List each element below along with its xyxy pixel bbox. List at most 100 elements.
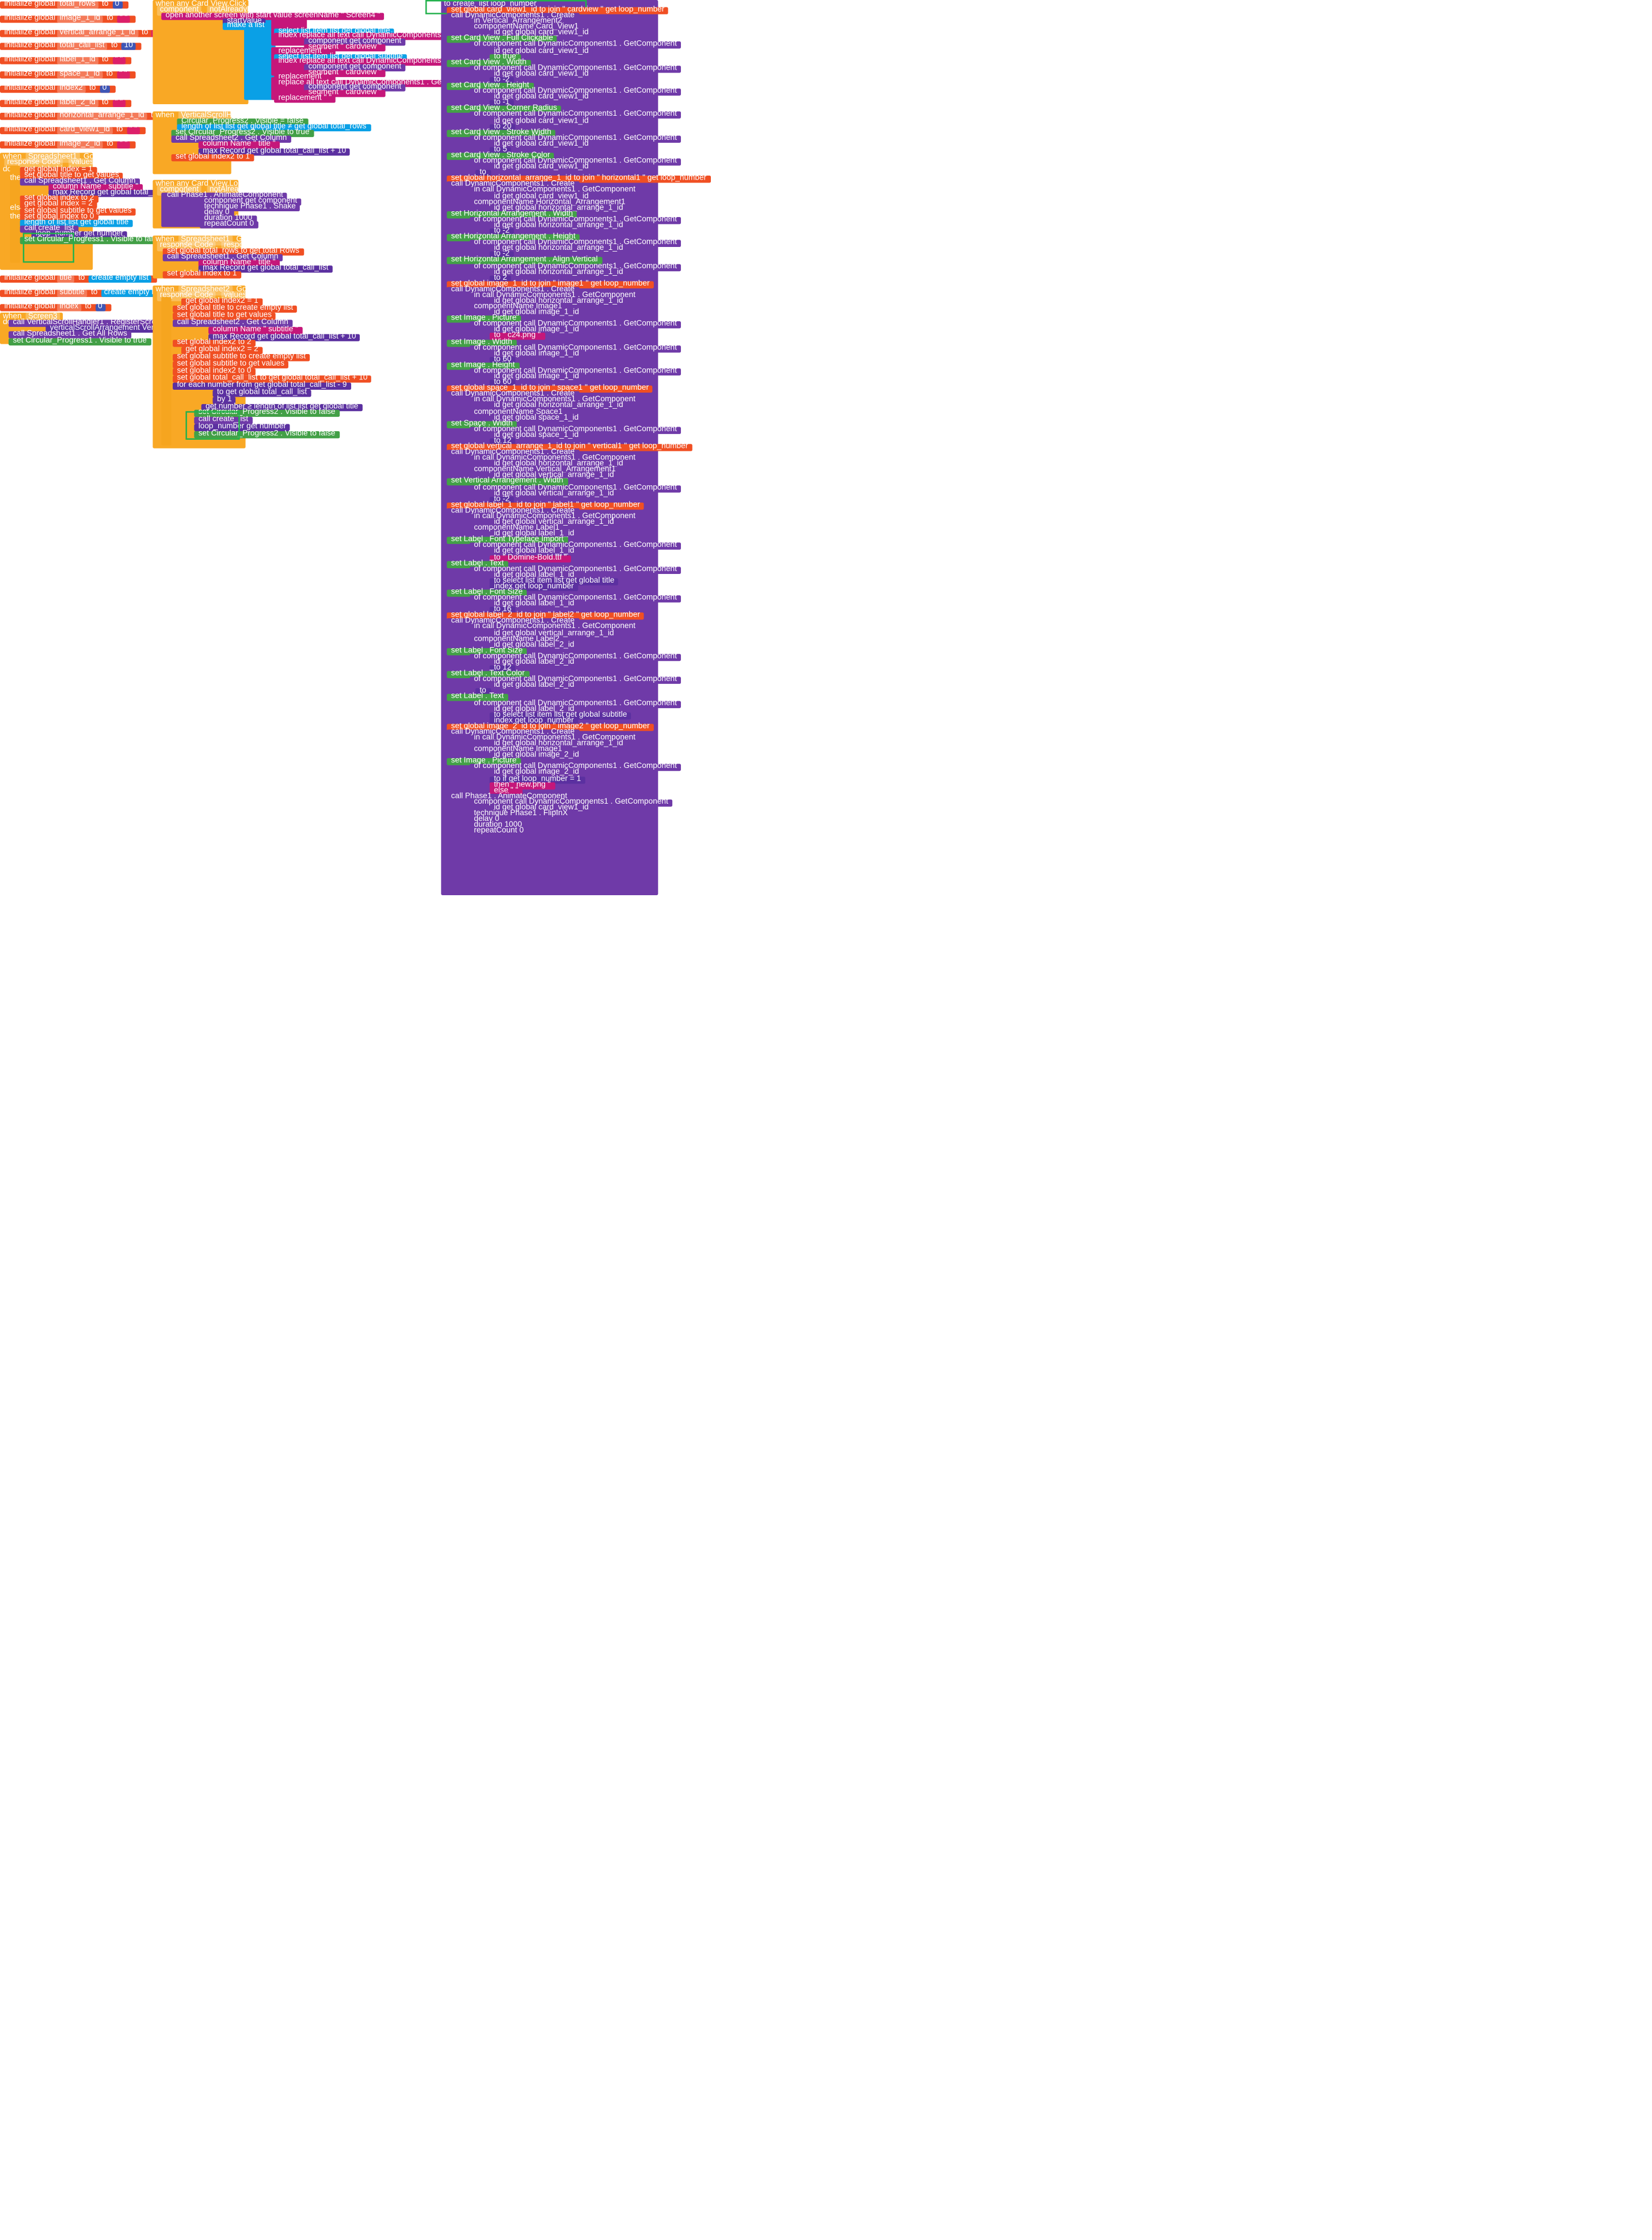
global-var-name[interactable]: vertical_arrange_1_id bbox=[56, 28, 138, 37]
createlist-row[interactable]: componentName Image1 bbox=[469, 303, 566, 311]
createlist-row[interactable]: id get global image_2_id bbox=[489, 752, 584, 760]
createlist-row[interactable]: id get global card_view1_id bbox=[489, 29, 593, 38]
global-var-name[interactable]: total_rows bbox=[56, 1, 98, 9]
longclick-row[interactable]: duration 1000 bbox=[200, 215, 257, 223]
createlist-row[interactable]: index get loop_number bbox=[489, 583, 578, 591]
createlist-row[interactable]: of component call DynamicComponents1 . G… bbox=[469, 763, 682, 772]
createlist-row[interactable]: set Card View . Width bbox=[447, 59, 531, 67]
createlist-row[interactable]: set global image_2_id to join " image2 "… bbox=[447, 722, 654, 731]
createlist-row[interactable]: of component call DynamicComponents1 . G… bbox=[469, 653, 682, 661]
createlist-row[interactable]: componentName Card_View1 bbox=[469, 24, 583, 32]
global-var-card_view1_id[interactable]: initialize global card_view1_id to " " bbox=[0, 126, 146, 135]
createlist-row[interactable]: id get global vertical_arrange_1_id bbox=[489, 519, 619, 527]
createlist-row[interactable]: to " Domine-Bold.ttf " bbox=[489, 554, 571, 562]
createlist-row[interactable]: id get global space_1_id bbox=[489, 414, 583, 423]
createlist-row[interactable]: in Vertical_Arrangement2 bbox=[469, 18, 566, 26]
createlist-row[interactable]: set Card View . Corner Radius bbox=[447, 105, 562, 113]
spreadsheet2-row[interactable]: get global index2 = 1 bbox=[181, 297, 263, 306]
createlist-row[interactable]: set global card_view1_id to join " cardv… bbox=[447, 6, 669, 14]
createlist-row[interactable]: call DynamicComponents1 . Create bbox=[447, 507, 579, 515]
createlist-row[interactable]: in call DynamicComponents1 . GetComponen… bbox=[469, 187, 640, 195]
createlist-row[interactable]: id get global image_1_id bbox=[489, 309, 584, 317]
createlist-row[interactable]: of component call DynamicComponents1 . G… bbox=[469, 321, 682, 329]
createlist-row[interactable]: id get global horizontal_arrange_1_id bbox=[489, 245, 627, 253]
spreadsheet2-row[interactable]: set global index2 to 2 bbox=[173, 339, 256, 348]
global-var-name[interactable]: space_1_id bbox=[56, 70, 103, 79]
createlist-row[interactable]: of component call DynamicComponents1 . G… bbox=[469, 594, 682, 603]
createlist-row[interactable]: call DynamicComponents1 . Create bbox=[447, 12, 579, 20]
createlist-row[interactable]: set Label . Font Size bbox=[447, 647, 527, 655]
createlist-row[interactable]: id get global label_2_id bbox=[489, 705, 579, 713]
createlist-row[interactable]: id get global card_view1_id bbox=[489, 804, 593, 813]
createlist-row[interactable]: index get loop_number bbox=[489, 717, 578, 725]
longclick-row[interactable]: delay 0 bbox=[200, 209, 234, 217]
createlist-row[interactable]: to select list item list get global titl… bbox=[489, 577, 619, 585]
global-var-name[interactable]: image_2_id bbox=[56, 140, 104, 149]
gotallrows-row[interactable]: column Name " title " bbox=[198, 259, 280, 268]
createlist-row[interactable]: duration 1000 bbox=[469, 822, 527, 830]
createlist-row[interactable]: of component call DynamicComponents1 . G… bbox=[469, 425, 682, 434]
screen3-row[interactable]: set Circular_Progress1 . Visible to true bbox=[8, 337, 151, 345]
createlist-row[interactable]: of component call DynamicComponents1 . G… bbox=[469, 88, 682, 96]
screen3-row[interactable]: call Spreadsheet1 . Get All Rows bbox=[8, 330, 132, 339]
createlist-row[interactable]: set Horizontal Arrangement . Height bbox=[447, 233, 580, 242]
createlist-row[interactable]: to -2 bbox=[489, 251, 514, 259]
createlist-row[interactable]: id get global vertical_arrange_1_id bbox=[489, 629, 619, 638]
global-var-name[interactable]: index2 bbox=[56, 84, 86, 93]
global-var-subtitle[interactable]: initialize global subtitle to create empt… bbox=[0, 288, 170, 297]
createlist-row[interactable]: set global label_2_id to join " label2 "… bbox=[447, 612, 645, 621]
global-var-space_1_id[interactable]: initialize global space_1_id to " " bbox=[0, 70, 136, 79]
createlist-row[interactable]: set Image . Width bbox=[447, 338, 517, 347]
longclick-row[interactable]: component get component bbox=[200, 197, 302, 206]
createlist-row[interactable]: id get global card_view1_id bbox=[489, 163, 593, 172]
global-var-value[interactable]: " " bbox=[112, 98, 126, 107]
spreadsheet1-row[interactable]: call Spreadsheet1 . Get Column bbox=[20, 177, 140, 185]
global-var-name[interactable]: total_call_list bbox=[56, 43, 108, 51]
createlist-row[interactable]: id get global card_view1_id bbox=[489, 140, 593, 149]
createlist-row[interactable]: to -2 bbox=[489, 76, 514, 85]
global-var-label_2_id[interactable]: initialize global label_2_id to " " bbox=[0, 98, 132, 107]
global-var-value[interactable]: create empty list bbox=[88, 275, 151, 283]
createlist-row[interactable]: to 2 bbox=[489, 274, 512, 283]
createlist-row[interactable]: set global horizontal_arrange_1_id to jo… bbox=[447, 175, 711, 184]
global-var-image_1_id[interactable]: initialize global image_1_id to " " bbox=[0, 14, 136, 23]
createlist-row[interactable]: componentName Label2 bbox=[469, 635, 564, 644]
createlist-row[interactable]: id get global label_1_id bbox=[489, 548, 579, 556]
createlist-row[interactable]: to -1 bbox=[489, 99, 514, 108]
createlist-row[interactable]: call DynamicComponents1 . Create bbox=[447, 728, 579, 737]
createlist-row[interactable]: to bbox=[475, 687, 491, 696]
spreadsheet2-row[interactable]: get global index2 = 2 bbox=[181, 347, 263, 355]
createlist-row[interactable]: of component call DynamicComponents1 . G… bbox=[469, 542, 682, 550]
global-var-value[interactable]: " " bbox=[112, 56, 126, 65]
reachbottom-row[interactable]: set global index2 to 1 bbox=[171, 153, 254, 161]
createlist-row[interactable]: to if get loop_number = 1 bbox=[489, 775, 585, 784]
createlist-row[interactable]: to 20 bbox=[489, 123, 516, 131]
createlist-row[interactable]: set Card View . Stroke Width bbox=[447, 128, 556, 137]
createlist-row[interactable]: then " new.png " bbox=[489, 781, 555, 789]
createlist-row[interactable]: id get global label_2_id bbox=[489, 659, 579, 667]
createlist-row[interactable]: id get global label_2_id bbox=[489, 641, 579, 649]
spreadsheet1-if-block[interactable] bbox=[10, 165, 20, 263]
reachbottom-row[interactable]: Circular_Progress2 . Visible = false bbox=[177, 117, 308, 126]
spreadsheet2-row[interactable]: get number ≥ length of list list get glo… bbox=[201, 402, 363, 410]
createlist-row[interactable]: call DynamicComponents1 . Create bbox=[447, 390, 579, 399]
createlist-row[interactable]: set Horizontal Arrangement . Align Verti… bbox=[447, 257, 602, 265]
global-var-name[interactable]: card_view1_id bbox=[56, 126, 113, 135]
createlist-row[interactable]: call DynamicComponents1 . Create bbox=[447, 286, 579, 294]
createlist-row[interactable]: in call DynamicComponents1 . GetComponen… bbox=[469, 396, 640, 405]
createlist-row[interactable]: to 60 bbox=[489, 379, 516, 387]
reachbottom-row[interactable]: length of list list get global title ≠ g… bbox=[177, 123, 371, 132]
spreadsheet2-row[interactable]: loop_number get number bbox=[194, 423, 291, 432]
createlist-row[interactable]: set global label_1_id to join " label1 "… bbox=[447, 501, 645, 509]
createlist-row[interactable]: id get global horizontal_arrange_1_id bbox=[489, 461, 627, 469]
spreadsheet1-row[interactable]: get global index = 2 bbox=[20, 201, 97, 210]
createlist-row[interactable]: id get global image_1_id bbox=[489, 373, 584, 382]
spreadsheet2-row[interactable]: set global title to create empty list bbox=[173, 305, 298, 313]
createlist-row[interactable]: set Card View . Full Clickable bbox=[447, 35, 558, 44]
createlist-row[interactable]: of component call DynamicComponents1 . G… bbox=[469, 111, 682, 119]
createlist-row[interactable]: of component call DynamicComponents1 . G… bbox=[469, 239, 682, 248]
global-var-value[interactable]: " " bbox=[126, 126, 140, 135]
createlist-row[interactable]: componentName Image1 bbox=[469, 746, 566, 754]
createlist-row[interactable]: to bbox=[475, 169, 491, 178]
global-var-value[interactable]: " " bbox=[117, 14, 131, 23]
